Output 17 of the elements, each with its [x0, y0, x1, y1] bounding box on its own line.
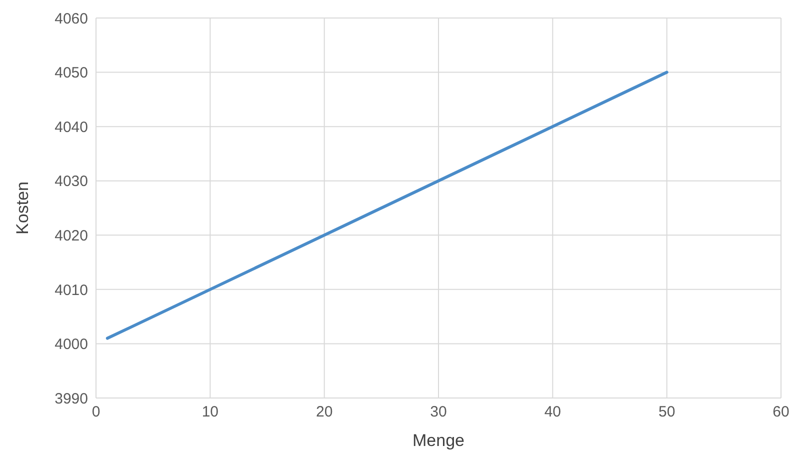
- y-tick-label: 4010: [54, 282, 88, 299]
- y-tick-label: 4050: [54, 64, 88, 82]
- y-tick-label: 4030: [54, 173, 88, 190]
- x-tick-label: 20: [316, 404, 333, 421]
- x-tick-label: 0: [92, 404, 100, 421]
- x-tick-label: 50: [658, 404, 676, 421]
- x-tick-label: 30: [430, 404, 447, 421]
- y-tick-label: 3990: [54, 390, 88, 408]
- x-tick-label: 10: [202, 404, 219, 421]
- y-axis-title: Kosten: [13, 182, 32, 234]
- y-tick-label: 4040: [54, 118, 88, 136]
- y-tick-label: 4000: [54, 336, 88, 354]
- y-tick-label: 4020: [54, 227, 88, 244]
- x-tick-label: 60: [772, 404, 790, 421]
- y-tick-label: 4060: [54, 10, 88, 28]
- x-axis-title: Menge: [412, 431, 464, 450]
- x-tick-label: 40: [544, 404, 562, 421]
